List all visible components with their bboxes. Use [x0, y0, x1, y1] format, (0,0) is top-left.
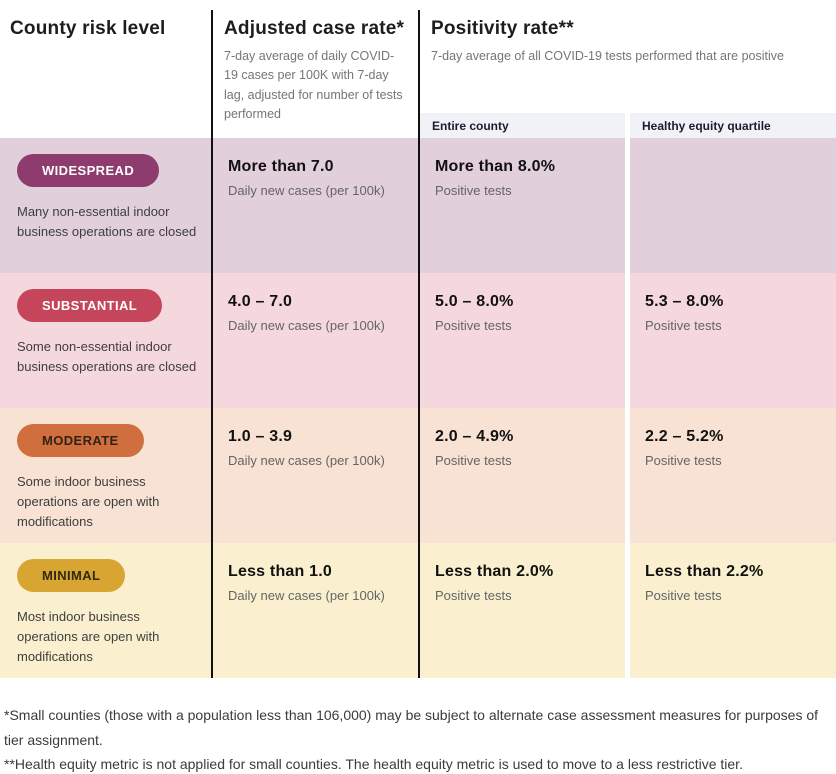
moderate-equity-cell: 2.2 – 5.2% Positive tests [625, 408, 836, 543]
positivity-rate-header-cell: Positivity rate** 7-day average of all C… [418, 10, 836, 125]
substantial-equity-cell: 5.3 – 8.0% Positive tests [625, 273, 836, 408]
moderate-case-rate-caption: Daily new cases (per 100k) [228, 453, 385, 468]
widespread-case-rate-caption: Daily new cases (per 100k) [228, 183, 385, 198]
substantial-case-rate-caption: Daily new cases (per 100k) [228, 318, 385, 333]
minimal-entire-county-cell: Less than 2.0% Positive tests [418, 543, 625, 678]
moderate-badge: MODERATE [17, 424, 144, 457]
positivity-rate-subtitle: 7-day average of all COVID-19 tests perf… [431, 49, 784, 63]
widespread-equity-cell [625, 138, 836, 273]
moderate-case-rate-value: 1.0 – 3.9 [228, 428, 293, 445]
row-widespread: WIDESPREAD Many non-essential indoor bus… [0, 138, 836, 273]
minimal-equity-cell: Less than 2.2% Positive tests [625, 543, 836, 678]
footnote-health-equity: **Health equity metric is not applied fo… [4, 756, 743, 772]
widespread-entire-county-cell: More than 8.0% Positive tests [418, 138, 625, 273]
substantial-equity-value: 5.3 – 8.0% [645, 293, 724, 310]
minimal-tier-cell: MINIMAL Most indoor business operations … [0, 543, 211, 678]
minimal-equity-caption: Positive tests [645, 588, 722, 603]
risk-tier-table: County risk level Adjusted case rate* 7-… [0, 10, 836, 678]
moderate-equity-value: 2.2 – 5.2% [645, 428, 724, 445]
adjusted-case-rate-header-cell: Adjusted case rate* 7-day average of dai… [211, 10, 418, 125]
substantial-tier-cell: SUBSTANTIAL Some non-essential indoor bu… [0, 273, 211, 408]
entire-county-column-header: Entire county [418, 113, 625, 138]
county-risk-level-title: County risk level [10, 18, 166, 39]
positivity-rate-title: Positivity rate** [431, 18, 574, 39]
footnotes: *Small counties (those with a population… [0, 678, 836, 774]
widespread-description: Many non-essential indoor business opera… [17, 204, 197, 240]
widespread-badge: WIDESPREAD [17, 154, 160, 187]
widespread-case-rate-value: More than 7.0 [228, 158, 334, 175]
widespread-case-rate-cell: More than 7.0 Daily new cases (per 100k) [211, 138, 418, 273]
healthy-equity-quartile-column-header: Healthy equity quartile [625, 113, 836, 138]
minimal-case-rate-cell: Less than 1.0 Daily new cases (per 100k) [211, 543, 418, 678]
substantial-entire-county-caption: Positive tests [435, 318, 512, 333]
substantial-case-rate-cell: 4.0 – 7.0 Daily new cases (per 100k) [211, 273, 418, 408]
moderate-case-rate-cell: 1.0 – 3.9 Daily new cases (per 100k) [211, 408, 418, 543]
substantial-description: Some non-essential indoor business opera… [17, 339, 197, 375]
moderate-entire-county-caption: Positive tests [435, 453, 512, 468]
substantial-entire-county-cell: 5.0 – 8.0% Positive tests [418, 273, 625, 408]
moderate-entire-county-cell: 2.0 – 4.9% Positive tests [418, 408, 625, 543]
moderate-description: Some indoor business operations are open… [17, 474, 160, 530]
widespread-tier-cell: WIDESPREAD Many non-essential indoor bus… [0, 138, 211, 273]
widespread-entire-county-value: More than 8.0% [435, 158, 556, 175]
substantial-case-rate-value: 4.0 – 7.0 [228, 293, 293, 310]
adjusted-case-rate-title: Adjusted case rate* [224, 18, 405, 39]
row-substantial: SUBSTANTIAL Some non-essential indoor bu… [0, 273, 836, 408]
adjusted-case-rate-subtitle: 7-day average of daily COVID-19 cases pe… [224, 49, 403, 122]
widespread-entire-county-caption: Positive tests [435, 183, 512, 198]
minimal-description: Most indoor business operations are open… [17, 609, 160, 665]
row-moderate: MODERATE Some indoor business operations… [0, 408, 836, 543]
table-subheader-row: Entire county Healthy equity quartile [0, 113, 836, 138]
minimal-case-rate-value: Less than 1.0 [228, 563, 332, 580]
county-risk-level-header-cell: County risk level [0, 10, 211, 125]
minimal-entire-county-value: Less than 2.0% [435, 563, 554, 580]
table-header-row: County risk level Adjusted case rate* 7-… [0, 10, 836, 125]
subheader-spacer-1 [0, 113, 211, 138]
row-minimal: MINIMAL Most indoor business operations … [0, 543, 836, 678]
footnote-small-counties: *Small counties (those with a population… [4, 707, 819, 748]
moderate-entire-county-value: 2.0 – 4.9% [435, 428, 514, 445]
minimal-entire-county-caption: Positive tests [435, 588, 512, 603]
substantial-equity-caption: Positive tests [645, 318, 722, 333]
minimal-equity-value: Less than 2.2% [645, 563, 764, 580]
moderate-tier-cell: MODERATE Some indoor business operations… [0, 408, 211, 543]
minimal-case-rate-caption: Daily new cases (per 100k) [228, 588, 385, 603]
substantial-entire-county-value: 5.0 – 8.0% [435, 293, 514, 310]
substantial-badge: SUBSTANTIAL [17, 289, 163, 322]
subheader-spacer-2 [211, 113, 418, 138]
moderate-equity-caption: Positive tests [645, 453, 722, 468]
minimal-badge: MINIMAL [17, 559, 126, 592]
